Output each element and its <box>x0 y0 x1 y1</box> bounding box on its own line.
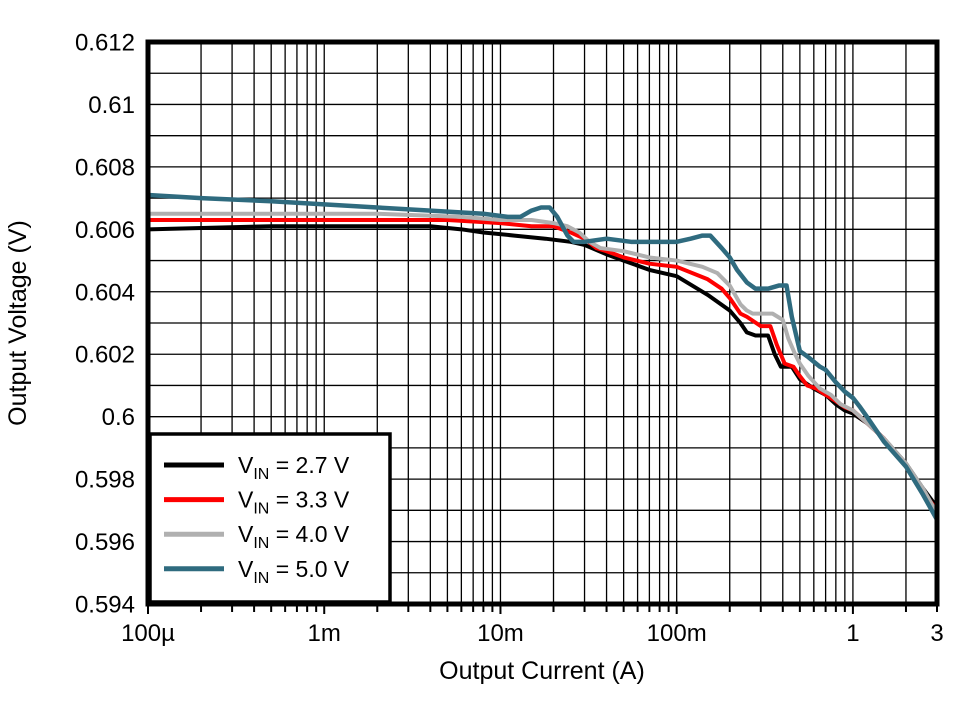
y-tick-label: 0.606 <box>75 217 135 244</box>
legend-item: VIN = 2.7 V <box>164 452 350 483</box>
legend-item: VIN = 3.3 V <box>164 487 350 518</box>
x-tick-label: 1 <box>846 620 859 647</box>
y-tick-label: 0.61 <box>88 92 135 119</box>
y-tick-label: 0.612 <box>75 30 135 57</box>
tick-labels: 0.612 0.61 0.608 0.606 0.604 0.602 0.6 0.598 0.5… <box>75 30 944 648</box>
x-tick-label: 100µ <box>121 620 175 647</box>
legend-label: VIN = 3.3 V <box>238 487 350 518</box>
legend-item: VIN = 4.0 V <box>164 521 350 552</box>
y-tick-label: 0.596 <box>75 529 135 556</box>
legend-label: VIN = 2.7 V <box>238 452 350 483</box>
curve-vin-2.7-v <box>147 224 939 509</box>
legend-label: VIN = 4.0 V <box>238 521 350 552</box>
y-axis-title: Output Voltage (V) <box>4 220 32 426</box>
data-curves <box>147 192 939 521</box>
y-tick-label: 0.604 <box>75 279 135 306</box>
legend-item: VIN = 5.0 V <box>164 556 350 587</box>
y-tick-label: 0.594 <box>75 592 135 619</box>
plot-frame <box>145 39 940 607</box>
y-tick-label: 0.598 <box>75 467 135 494</box>
x-tick-label: 10m <box>477 620 524 647</box>
y-tick-label: 0.608 <box>75 154 135 181</box>
x-tick-label: 100m <box>647 620 707 647</box>
x-axis-title: Output Current (A) <box>439 657 645 685</box>
curve-vin-5.0-v <box>147 192 939 521</box>
y-tick-label: 0.6 <box>102 404 135 431</box>
legend-box <box>148 432 392 604</box>
x-tick-label: 1m <box>308 620 341 647</box>
legend-label: VIN = 5.0 V <box>238 556 350 587</box>
y-tick-label: 0.602 <box>75 342 135 369</box>
x-tick-label: 3 <box>930 620 943 647</box>
